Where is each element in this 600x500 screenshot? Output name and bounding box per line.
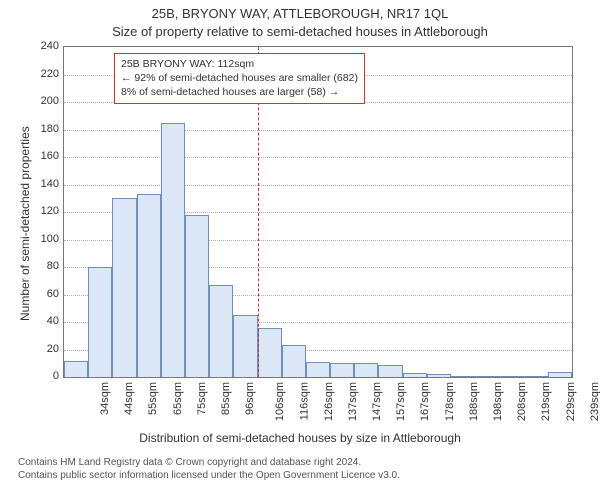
histogram-bar [282,345,306,377]
y-tick-label: 140 [41,178,59,190]
histogram-bar [112,198,136,377]
x-tick-label: 178sqm [444,382,456,421]
histogram-bar [524,376,548,377]
y-tick-label: 20 [47,343,59,355]
y-tick-label: 0 [53,370,59,382]
histogram-bar [161,123,185,377]
x-tick-label: 106sqm [274,382,286,421]
chart-subtitle: Size of property relative to semi-detach… [0,24,600,39]
x-tick-label: 188sqm [468,382,480,421]
x-tick-label: 229sqm [565,382,577,421]
grid-line [64,185,572,186]
grid-line [64,130,572,131]
histogram-bar [427,374,451,377]
histogram-bar [137,194,161,377]
plot-area: 25B BRYONY WAY: 112sqm ← 92% of semi-det… [63,46,573,378]
info-box: 25B BRYONY WAY: 112sqm ← 92% of semi-det… [114,53,365,104]
histogram-bar [306,362,330,377]
x-axis-label: Distribution of semi-detached houses by … [0,431,600,445]
y-axis-label: Number of semi-detached properties [18,126,32,321]
x-tick-label: 137sqm [347,382,359,421]
x-tick-label: 147sqm [371,382,383,421]
y-tick-label: 240 [41,40,59,52]
x-tick-label: 239sqm [589,382,600,421]
histogram-bar [451,376,475,377]
y-tick-label: 120 [41,205,59,217]
y-tick-label: 200 [41,95,59,107]
credits-line-1: Contains HM Land Registry data © Crown c… [18,456,400,469]
chart-title: 25B, BRYONY WAY, ATTLEBOROUGH, NR17 1QL [0,6,600,21]
y-tick-label: 100 [41,233,59,245]
histogram-bar [330,363,354,377]
credits-line-2: Contains public sector information licen… [18,469,400,482]
info-line-3: 8% of semi-detached houses are larger (5… [121,85,358,99]
x-tick-label: 167sqm [420,382,432,421]
histogram-bar [354,363,378,377]
histogram-bar [499,376,523,377]
histogram-bar [475,376,499,377]
histogram-bar [185,215,209,377]
x-tick-label: 34sqm [99,382,111,415]
info-line-2: ← 92% of semi-detached houses are smalle… [121,71,358,85]
histogram-bar [378,365,402,377]
y-tick-label: 80 [47,260,59,272]
histogram-bar [64,361,88,378]
y-tick-label: 160 [41,150,59,162]
histogram-bar [209,285,233,377]
histogram-bar [403,373,427,377]
y-tick-label: 180 [41,123,59,135]
x-tick-label: 75sqm [196,382,208,415]
x-tick-label: 116sqm [298,382,310,420]
x-tick-label: 96sqm [244,382,256,415]
info-line-1: 25B BRYONY WAY: 112sqm [121,57,358,71]
x-tick-label: 157sqm [395,382,407,421]
x-tick-label: 219sqm [541,382,553,421]
x-tick-label: 85sqm [220,382,232,415]
figure: 25B, BRYONY WAY, ATTLEBOROUGH, NR17 1QL … [0,0,600,500]
x-tick-label: 126sqm [323,382,335,421]
x-tick-label: 208sqm [516,382,528,421]
y-tick-label: 220 [41,68,59,80]
x-tick-label: 44sqm [123,382,135,415]
histogram-bar [258,328,282,378]
histogram-bar [233,315,257,377]
grid-line [64,157,572,158]
y-tick-label: 60 [47,288,59,300]
x-tick-label: 55sqm [147,382,159,415]
credits: Contains HM Land Registry data © Crown c… [18,456,400,482]
y-tick-label: 40 [47,315,59,327]
histogram-bar [548,372,572,378]
histogram-bar [88,267,112,377]
x-tick-label: 198sqm [492,382,504,421]
x-tick-label: 65sqm [172,382,184,415]
